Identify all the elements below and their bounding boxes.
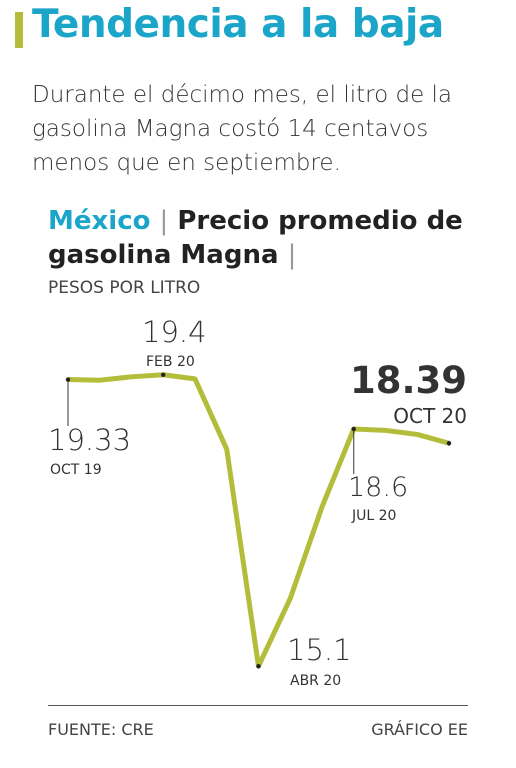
- title-bar: [15, 12, 23, 48]
- category-label: OCT 20: [393, 404, 467, 428]
- value-label: 18.6: [348, 472, 408, 503]
- title: Tendencia a la baja: [32, 2, 444, 47]
- footer-rule: [48, 705, 468, 706]
- category-label: ABR 20: [290, 673, 341, 689]
- separator: |: [159, 206, 169, 236]
- value-label: 18.39: [350, 359, 467, 402]
- point: [65, 377, 71, 382]
- point: [256, 664, 261, 669]
- category-label: JUL 20: [351, 508, 396, 524]
- source: FUENTE: CRE: [48, 720, 154, 739]
- point: [161, 372, 166, 377]
- value-label: 19.4: [142, 315, 207, 349]
- value-label: 15.1: [287, 633, 352, 667]
- unit-label: PESOS POR LITRO: [48, 278, 201, 298]
- region: México: [48, 206, 151, 236]
- point: [351, 426, 356, 432]
- value-label: 19.33: [48, 423, 131, 457]
- separator: |: [287, 240, 297, 270]
- chart-heading: México | Precio promedio de gasolina Mag…: [48, 204, 468, 272]
- credit: GRÁFICO EE: [371, 720, 468, 739]
- category-label: FEB 20: [146, 354, 195, 370]
- subtitle: Durante el décimo mes, el litro de la ga…: [32, 82, 453, 176]
- point: [446, 441, 452, 446]
- chart-title: Precio promedio de gasolina Magna: [48, 206, 463, 270]
- category-label: OCT 19: [50, 462, 102, 478]
